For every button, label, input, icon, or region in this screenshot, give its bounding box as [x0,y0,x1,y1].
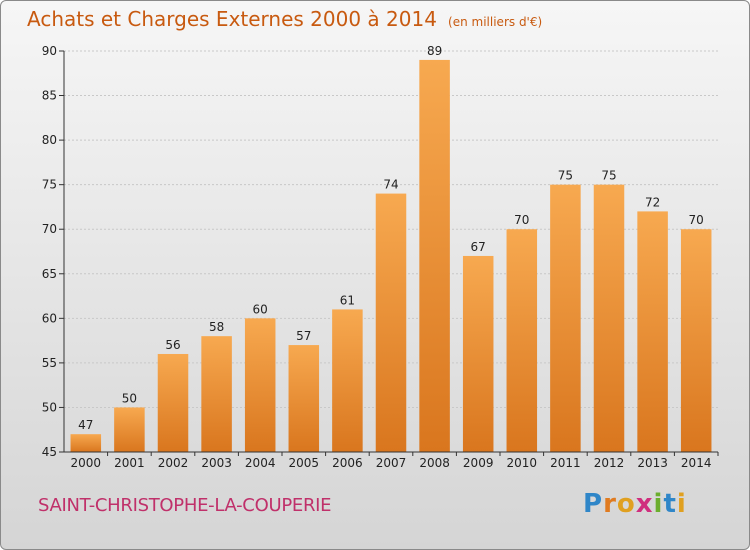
y-tick-label: 45 [42,445,57,459]
value-label-2003: 58 [209,320,224,334]
x-tick-label-2014: 2014 [681,456,712,470]
y-tick-label: 70 [42,222,57,236]
proxiti-logo: Proxiti [583,489,687,519]
x-tick-label-2004: 2004 [245,456,276,470]
title-row: Achats et Charges Externes 2000 à 2014 (… [27,7,542,31]
y-tick-label: 90 [42,44,57,58]
y-tick-label: 50 [42,400,57,414]
bar-2013 [637,211,668,452]
value-label-2001: 50 [122,391,137,405]
logo-letter: o [616,489,636,519]
value-label-2014: 70 [689,213,704,227]
logo-letter: i [676,489,687,519]
bar-2002 [157,353,189,452]
x-tick-label-2011: 2011 [550,456,581,470]
x-tick-label-2012: 2012 [594,456,625,470]
bar-2000 [70,434,102,452]
value-label-2002: 56 [165,338,180,352]
x-tick-label-2013: 2013 [637,456,668,470]
bar-2005 [288,345,320,452]
bar-2003 [201,336,232,452]
value-label-2013: 72 [645,195,660,209]
bar-2010 [506,229,538,452]
label-layer: 47 50 56 58 60 57 61 74 89 67 70 75 75 72 70 [78,44,704,432]
x-tick-label-2007: 2007 [376,456,407,470]
value-label-2005: 57 [296,329,311,343]
bar-layer [70,59,712,453]
y-tick-label: 80 [42,133,57,147]
bar-2009 [462,255,494,452]
bar-2011 [550,184,581,452]
value-label-2011: 75 [558,169,573,183]
chart-title: Achats et Charges Externes 2000 à 2014 [27,7,437,31]
x-tick-label-2010: 2010 [507,456,538,470]
logo-letter: x [635,489,654,519]
y-tick-label: 65 [42,267,57,281]
value-label-2006: 61 [340,293,355,307]
value-label-2004: 60 [253,302,268,316]
x-tick-label-2006: 2006 [332,456,363,470]
y-tick-label: 60 [42,311,57,325]
y-tick-label: 75 [42,178,57,192]
logo-letter: P [583,489,604,519]
bar-2007 [375,193,407,453]
x-tick-label-2009: 2009 [463,456,494,470]
x-tick-label-2005: 2005 [289,456,320,470]
bar-2006 [332,309,363,452]
chart-subtitle: (en milliers d'€) [448,15,543,29]
value-label-2000: 47 [78,418,93,432]
x-tick-label-2000: 2000 [71,456,102,470]
axis-layer: 45 50 55 60 65 70 75 80 85 90 2000 2001 2002 2003 2004… [42,44,719,470]
x-tick-label-2008: 2008 [419,456,450,470]
bar-2001 [114,407,145,452]
value-label-2008: 89 [427,44,442,58]
y-tick-label: 85 [42,89,57,103]
value-label-2007: 74 [383,178,398,192]
bar-2008 [419,59,450,453]
logo-letter: i [653,489,664,519]
bar-2012 [593,184,625,452]
value-label-2010: 70 [514,213,529,227]
y-tick-label: 55 [42,356,57,370]
bar-2004 [244,318,276,452]
x-tick-label-2002: 2002 [158,456,189,470]
value-label-2009: 67 [471,240,486,254]
logo-letter: r [603,489,617,519]
logo-letter: t [663,489,677,519]
x-tick-label-2001: 2001 [114,456,145,470]
commune-name: SAINT-CHRISTOPHE-LA-COUPERIE [38,495,332,516]
x-tick-label-2003: 2003 [201,456,232,470]
bar-2014 [680,229,712,452]
value-label-2012: 75 [601,169,616,183]
